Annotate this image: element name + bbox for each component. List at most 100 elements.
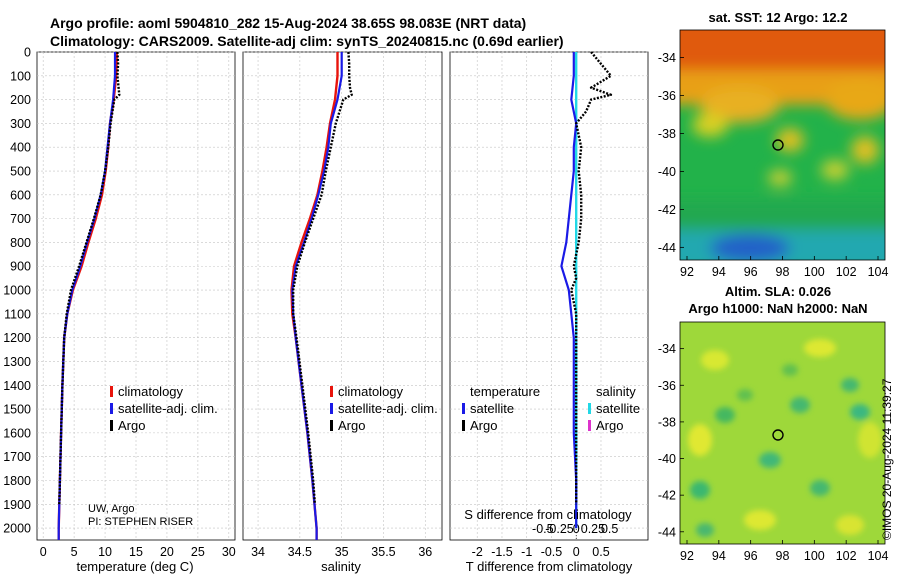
legend-swatch-t-argo — [462, 420, 465, 431]
depth-tick-label: 1000 — [3, 284, 31, 298]
x-tick-label: -1 — [521, 545, 532, 559]
depth-tick-label: 1100 — [4, 307, 31, 321]
temperature-argo-line — [58, 51, 121, 505]
x-tick-label: 35.5 — [371, 545, 395, 559]
salinity-legend: climatology satellite-adj. clim. Argo — [330, 384, 438, 433]
sst-map — [680, 30, 885, 260]
x-tick-label: 0 — [40, 545, 47, 559]
salinity-argo-line — [292, 51, 353, 505]
lat-tick-label: -34 — [658, 342, 676, 356]
depth-tick-label: 200 — [10, 93, 31, 107]
depth-tick-label: 2000 — [3, 522, 31, 536]
depth-tick-label: 1300 — [3, 355, 31, 369]
temperature-x-ticks: 0 5 10 15 20 25 30 — [40, 545, 236, 559]
depth-tick-label: 0 — [24, 46, 31, 60]
temperature-xlabel: temperature (deg C) — [76, 559, 193, 574]
legend-heading-salinity: salinity — [596, 384, 636, 399]
lon-tick-label: 98 — [776, 265, 790, 279]
legend-label-s-satellite: satellite — [596, 401, 640, 416]
lon-tick-label: 104 — [868, 265, 889, 279]
lon-tick-label: 96 — [744, 549, 758, 563]
s-tick-label: 0.5 — [601, 522, 618, 536]
x-tick-label: 34 — [251, 545, 265, 559]
x-tick-label: 0 — [573, 545, 580, 559]
difference-s-label: S difference from climatology — [464, 507, 632, 522]
lat-tick-label: -34 — [658, 51, 676, 65]
x-tick-label: 36 — [418, 545, 432, 559]
legend-label-climatology: climatology — [338, 384, 404, 399]
lat-tick-label: -40 — [658, 165, 676, 179]
lon-tick-label: 94 — [712, 549, 726, 563]
header-line-2: Climatology: CARS2009. Satellite-adj cli… — [50, 33, 564, 49]
imos-watermark: ©IMOS 20-Aug-2024 11:39:27 — [880, 378, 894, 540]
argo-location-marker — [772, 139, 784, 151]
credit-pi: PI: STEPHEN RISER — [88, 516, 193, 528]
depth-tick-label: 1700 — [3, 450, 31, 464]
legend-swatch-satellite — [330, 403, 333, 414]
lon-tick-label: 94 — [712, 265, 726, 279]
depth-tick-label: 700 — [10, 212, 31, 226]
depth-tick-labels: 0 100 200 300 400 500 600 700 800 900 1000 1100 1200… — [3, 46, 31, 536]
x-tick-label: 34.5 — [288, 545, 312, 559]
profile-lines — [57, 51, 613, 540]
x-tick-label: 35 — [335, 545, 349, 559]
lon-tick-label: 104 — [868, 549, 889, 563]
legend-swatch-argo — [110, 420, 113, 431]
x-tick-label: 25 — [191, 545, 205, 559]
lon-tick-label: 96 — [744, 265, 758, 279]
depth-tick-label: 1400 — [3, 379, 31, 393]
lon-tick-label: 98 — [776, 549, 790, 563]
legend-swatch-satellite — [110, 403, 113, 414]
depth-tick-label: 500 — [10, 165, 31, 179]
depth-tick-label: 800 — [10, 236, 31, 250]
argo-location-marker — [772, 429, 784, 441]
sst-lon-ticks: 92 94 96 98 100 102 104 — [680, 256, 888, 279]
legend-swatch-t-satellite — [462, 403, 465, 414]
depth-tick-label: 1200 — [3, 331, 31, 345]
lat-tick-label: -36 — [658, 89, 676, 103]
depth-tick-label: 900 — [10, 260, 31, 274]
lat-tick-label: -44 — [658, 241, 676, 255]
depth-tick-label: 600 — [10, 188, 31, 202]
depth-tick-label: 1500 — [3, 403, 31, 417]
legend-label-climatology: climatology — [118, 384, 184, 399]
t-satellite-diff-line — [560, 52, 578, 529]
x-tick-label: -2 — [472, 545, 483, 559]
sla-map — [680, 322, 885, 544]
grid-lines — [37, 51, 648, 540]
sst-lat-ticks: -34 -36 -38 -40 -42 -44 — [658, 51, 684, 255]
temperature-legend: climatology satellite-adj. clim. Argo — [110, 384, 218, 433]
sla-map-title-2: Argo h1000: NaN h2000: NaN — [688, 301, 867, 316]
legend-swatch-s-satellite — [588, 403, 591, 414]
legend-heading-temperature: temperature — [470, 384, 540, 399]
credit-institution: UW, Argo — [88, 503, 134, 515]
lon-tick-label: 100 — [804, 265, 825, 279]
sst-map-title: sat. SST: 12 Argo: 12.2 — [709, 10, 848, 25]
lat-tick-label: -42 — [658, 489, 676, 503]
x-tick-label: 30 — [222, 545, 236, 559]
salinity-xlabel: salinity — [321, 559, 361, 574]
x-tick-label: 5 — [71, 545, 78, 559]
legend-label-argo: Argo — [338, 418, 365, 433]
sla-map-title-1: Altim. SLA: 0.026 — [725, 284, 831, 299]
lat-tick-label: -38 — [658, 415, 676, 429]
legend-swatch-s-argo — [588, 420, 591, 431]
lat-tick-label: -40 — [658, 452, 676, 466]
legend-label-t-argo: Argo — [470, 418, 497, 433]
depth-tick-label: 400 — [10, 141, 31, 155]
lat-tick-label: -38 — [658, 127, 676, 141]
depth-tick-label: 1900 — [3, 498, 31, 512]
difference-xlabel: T difference from climatology — [466, 559, 633, 574]
x-tick-label: 15 — [129, 545, 143, 559]
depth-tick-label: 1800 — [3, 474, 31, 488]
salinity-panel-frame — [242, 51, 443, 541]
x-tick-label: -0.5 — [541, 545, 563, 559]
s-tick-label: 0.25 — [581, 522, 605, 536]
legend-swatch-argo — [330, 420, 333, 431]
depth-tick-label: 1600 — [3, 426, 31, 440]
legend-swatch-climatology — [110, 386, 113, 397]
legend-label-argo: Argo — [118, 418, 145, 433]
salinity-x-ticks: 34 34.5 35 35.5 36 — [251, 545, 432, 559]
lon-tick-label: 100 — [804, 549, 825, 563]
legend-swatch-climatology — [330, 386, 333, 397]
